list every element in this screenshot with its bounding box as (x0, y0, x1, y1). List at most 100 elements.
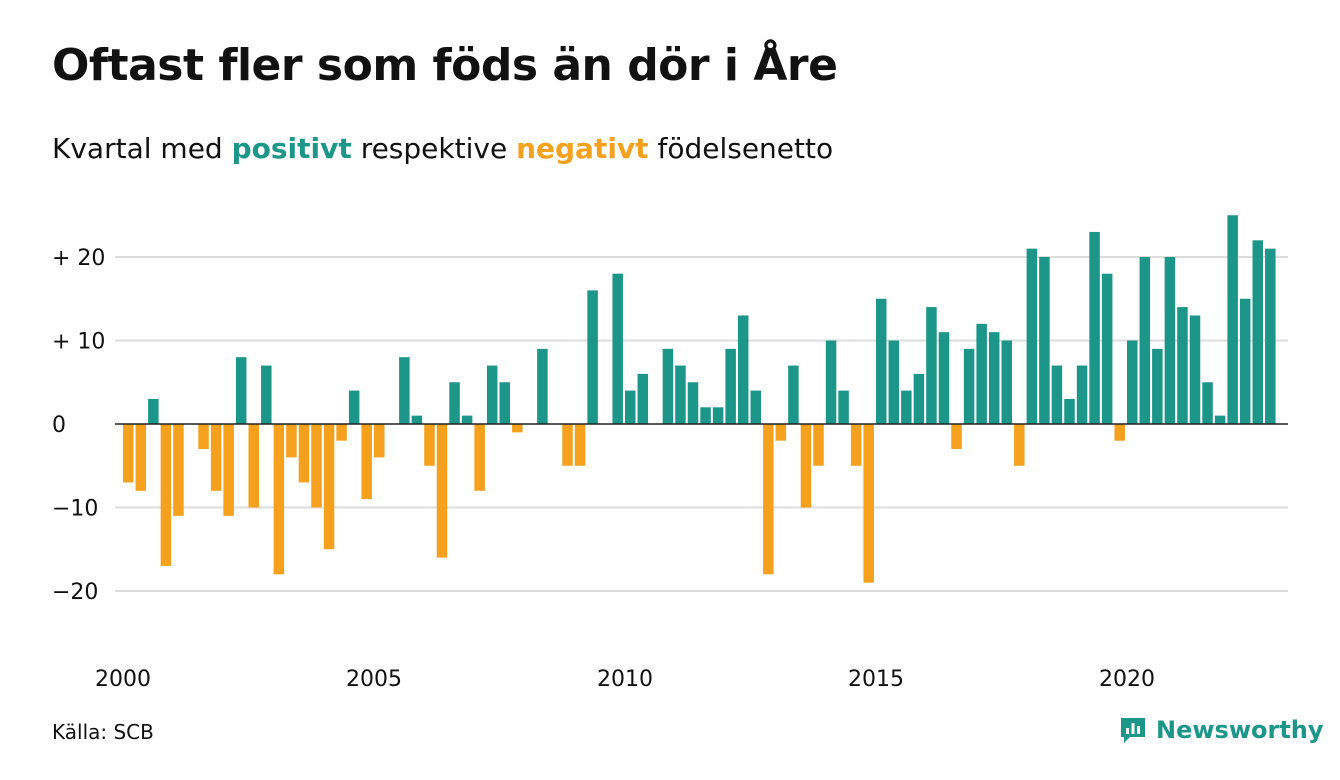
bar (687, 382, 699, 424)
bar (198, 424, 209, 450)
bar (235, 357, 247, 424)
y-tick-label: + 10 (52, 330, 105, 355)
bar (963, 348, 975, 424)
bar (1014, 424, 1025, 466)
bar (1114, 424, 1125, 441)
y-tick-label: −20 (52, 580, 98, 605)
bar (587, 290, 598, 424)
bar (800, 424, 812, 508)
bar (850, 424, 862, 466)
bar (712, 407, 724, 424)
bar (1189, 315, 1201, 424)
bar (913, 373, 925, 424)
x-tick-label: 2015 (848, 667, 904, 692)
bar (311, 424, 322, 508)
bar (637, 373, 649, 424)
chart-subtitle: Kvartal med positivt respektive negativt… (52, 132, 833, 166)
bar (1252, 240, 1263, 424)
y-tick-label: + 20 (52, 246, 105, 271)
bar (662, 348, 674, 424)
bar (512, 424, 523, 433)
bar (612, 273, 623, 424)
bar (562, 424, 573, 466)
bar (725, 348, 736, 424)
bar (436, 424, 448, 558)
bar (1127, 340, 1138, 424)
bar (863, 424, 874, 583)
bar (938, 332, 950, 424)
bar (411, 415, 423, 424)
bar (750, 390, 761, 424)
x-tick-label: 2010 (597, 667, 653, 692)
x-tick-label: 2000 (95, 667, 151, 692)
bar (1265, 248, 1276, 424)
x-tick-label: 2020 (1099, 667, 1155, 692)
subtitle-middle: respektive (360, 132, 508, 165)
bar (273, 424, 285, 575)
bar (1139, 257, 1151, 424)
bar (763, 424, 774, 575)
bar (737, 315, 749, 424)
bar (1051, 365, 1063, 424)
brand-name: Newsworthy (1156, 716, 1324, 744)
subtitle-suffix: födelsenetto (657, 132, 834, 165)
chart-title: Oftast fler som föds än dör i Åre (52, 40, 838, 91)
bar (1026, 248, 1038, 424)
bar (374, 424, 385, 458)
bar (248, 424, 259, 508)
bar (123, 424, 134, 483)
bar (173, 424, 184, 516)
bar-chart-logo-icon (1121, 718, 1145, 743)
x-tick-label: 2005 (346, 667, 402, 692)
bar (1076, 365, 1088, 424)
bar (625, 390, 636, 424)
subtitle-prefix: Kvartal med (52, 132, 223, 165)
bar (1164, 257, 1176, 424)
y-tick-label: −10 (52, 497, 98, 522)
bar (1089, 231, 1100, 424)
bar (461, 415, 473, 424)
bar (1227, 215, 1238, 424)
bar (148, 398, 159, 424)
bar (499, 382, 510, 424)
bar (888, 340, 900, 424)
bar (399, 357, 410, 424)
bar (1101, 273, 1113, 424)
bar (323, 424, 335, 550)
bar (838, 390, 849, 424)
bar (1001, 340, 1012, 424)
bar (298, 424, 310, 483)
bar (988, 332, 1000, 424)
bar (951, 424, 962, 450)
bar (976, 323, 987, 424)
bar (223, 424, 234, 516)
bar (336, 424, 347, 441)
bar (825, 340, 837, 424)
subtitle-negative: negativt (516, 132, 649, 165)
y-tick-label: 0 (52, 413, 66, 438)
bar (700, 407, 711, 424)
bar (210, 424, 222, 491)
bar (775, 424, 787, 441)
bar (1239, 298, 1251, 424)
bar (1152, 348, 1163, 424)
bar (537, 348, 548, 424)
brand-logo: Newsworthy (1118, 715, 1324, 745)
bar (474, 424, 485, 491)
bar (424, 424, 435, 466)
bar (675, 365, 686, 424)
bar (1064, 398, 1075, 424)
bar (1039, 257, 1050, 424)
bar (876, 298, 887, 424)
bar (160, 424, 172, 566)
bar (261, 365, 272, 424)
bar (348, 390, 360, 424)
bar (901, 390, 912, 424)
bar (486, 365, 498, 424)
source-note: Källa: SCB (52, 720, 154, 744)
bar (135, 424, 147, 491)
bar (813, 424, 824, 466)
bar (449, 382, 460, 424)
bar (1202, 382, 1213, 424)
